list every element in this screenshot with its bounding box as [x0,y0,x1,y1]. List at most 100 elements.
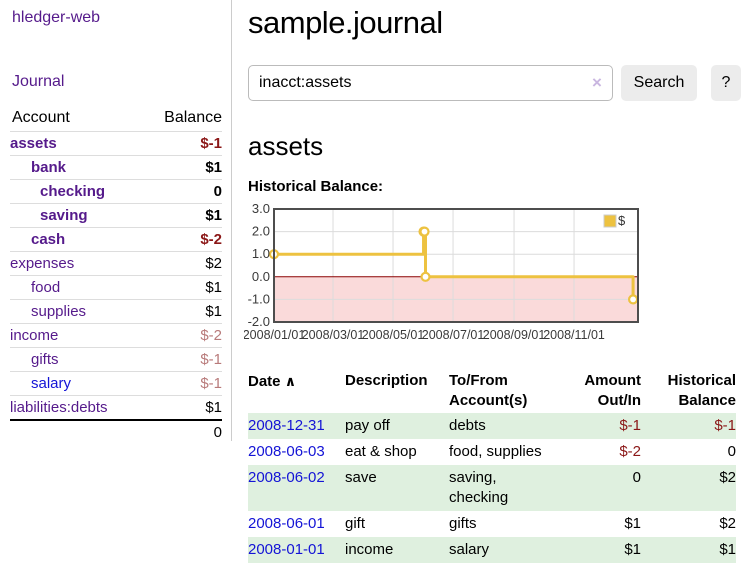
sidebar: hledger-web Journal Account Balance asse… [0,0,232,441]
transaction-row[interactable]: 2008-06-02 save saving, checking 0 $2 [248,465,736,511]
transaction-accounts: saving, checking [449,469,509,506]
transaction-accounts: food, supplies [449,443,542,460]
x-tick-label: 2008/03/01 [302,328,365,342]
account-balance: $-2 [200,327,222,344]
account-row: supplies $1 [10,299,222,324]
transaction-balance: $2 [719,469,736,486]
legend-label: $ [618,213,626,228]
account-link[interactable]: cash [31,231,66,248]
account-link[interactable]: salary [31,375,72,392]
accounts-header-account: Account [12,109,70,126]
account-balance: $2 [205,255,222,272]
account-row: income $-2 [10,323,222,348]
help-button[interactable]: ? [711,65,741,101]
data-point-marker[interactable] [420,271,431,282]
transaction-accounts: debts [449,417,486,434]
account-link[interactable]: gifts [31,351,59,368]
app-title-link[interactable]: hledger-web [12,9,101,26]
transaction-row[interactable]: 2008-06-03 eat & shop food, supplies $-2 0 [248,439,736,465]
account-link[interactable]: income [10,327,59,344]
x-tick-label: 2008/01/01 [244,328,305,342]
account-row: saving $1 [10,203,222,228]
chart-label: Historical Balance: [248,178,384,195]
data-point-marker[interactable] [627,294,639,305]
account-row: checking 0 [10,179,222,204]
transaction-description: gift [345,515,366,532]
transaction-amount: $-1 [619,417,641,434]
search-input[interactable] [248,65,613,101]
page-title: sample.journal [248,5,443,40]
account-row: expenses $2 [10,251,222,276]
y-tick-label: 1.0 [252,246,270,261]
account-balance: $1 [205,159,222,176]
historical-balance-chart: $3.0 2.0 1.0 0.0 -1.0 -2.0 2008/01/01 2008/03/0… [244,203,736,345]
account-balance: $1 [205,303,222,320]
transaction-description: eat & shop [345,443,417,460]
account-link[interactable]: bank [31,159,67,176]
column-header-date[interactable]: Date ∧ [248,373,297,390]
y-tick-label: -1.0 [248,291,270,306]
account-link[interactable]: food [31,279,61,296]
account-link[interactable]: expenses [10,255,75,272]
transactions-header-row: Date ∧ Description To/From Account(s) Am… [248,369,736,413]
account-link[interactable]: supplies [31,303,87,320]
accounts-header-balance: Balance [164,109,222,126]
column-header-amount: Amount Out/In [584,372,641,409]
transaction-amount: $1 [624,541,641,558]
account-balance: $1 [205,207,222,224]
account-row: salary $-1 [10,371,222,396]
account-link[interactable]: assets [10,135,57,152]
transaction-date-link[interactable]: 2008-01-01 [248,541,325,558]
column-header-balance: Historical Balance [667,372,736,409]
x-tick-label: 2008/05/01 [362,328,425,342]
sidebar-item-journal[interactable]: Journal [12,73,65,90]
sort-asc-icon: ∧ [284,373,297,389]
transaction-date-link[interactable]: 2008-06-03 [248,443,325,460]
account-balance: $1 [205,399,222,416]
transaction-row[interactable]: 2008-12-31 pay off debts $-1 $-1 [248,413,736,439]
column-header-accounts: To/From Account(s) [449,372,528,409]
transaction-amount: $-2 [619,443,641,460]
transaction-accounts: gifts [449,515,477,532]
search-form: × Search ? [248,65,741,101]
transaction-balance: 0 [727,443,736,460]
data-point-marker[interactable] [419,226,430,237]
account-balance: $-1 [200,375,222,392]
account-balance: $1 [205,279,222,296]
transaction-balance: $-1 [714,417,736,434]
plot-border [273,208,639,323]
transaction-accounts: salary [449,541,490,558]
account-row: bank $1 [10,155,222,180]
account-balance: $-2 [200,231,222,248]
transaction-balance: $1 [719,541,736,558]
account-link[interactable]: liabilities:debts [10,399,108,416]
clear-search-icon[interactable]: × [592,73,602,92]
transaction-date-link[interactable]: 2008-06-02 [248,469,325,486]
x-tick-label: 2008/09/01 [483,328,546,342]
transaction-description: pay off [345,417,390,434]
transaction-date-link[interactable]: 2008-06-01 [248,515,325,532]
accounts-total-value: 0 [213,424,222,441]
y-tick-label: 3.0 [252,203,270,216]
account-balance: 0 [213,183,222,200]
account-link[interactable]: checking [40,183,106,200]
transaction-row[interactable]: 2008-06-01 gift gifts $1 $2 [248,511,736,537]
transaction-date-link[interactable]: 2008-12-31 [248,417,325,434]
account-row: liabilities:debts $1 [10,395,222,421]
account-row: food $1 [10,275,222,300]
transaction-amount: $1 [624,515,641,532]
search-button[interactable]: Search [621,65,697,101]
account-title: assets [248,131,324,161]
accounts-table: Account Balance assets $-1 bank $1 checking 0… [10,107,222,444]
account-balance: $-1 [200,135,222,152]
transaction-description: save [345,469,377,486]
y-tick-label: -2.0 [248,314,270,329]
transaction-row[interactable]: 2008-01-01 income salary $1 $1 [248,537,736,563]
account-row: cash $-2 [10,227,222,252]
transaction-description: income [345,541,394,558]
transaction-amount: 0 [632,469,641,486]
account-link[interactable]: saving [40,207,88,224]
y-tick-label: 0.0 [252,269,270,284]
transaction-balance: $2 [719,515,736,532]
account-balance: $-1 [200,351,222,368]
